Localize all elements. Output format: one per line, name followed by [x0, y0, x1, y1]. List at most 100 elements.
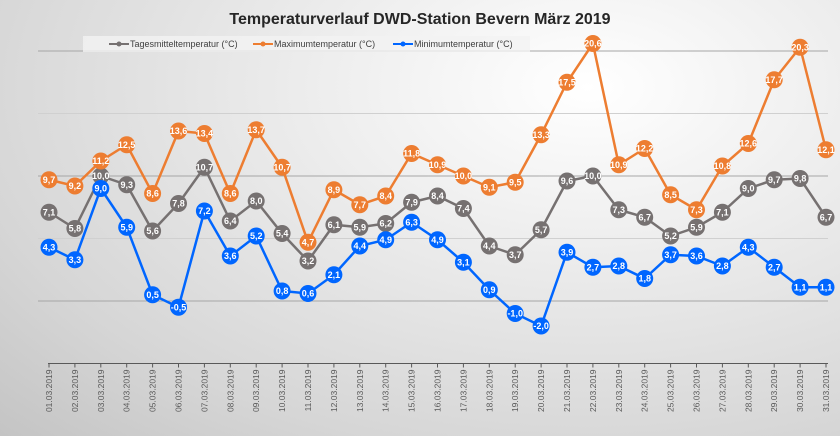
- data-label: 8,6: [224, 189, 237, 199]
- x-tick-label: 22.03.2019: [588, 369, 598, 412]
- x-tick-label: 15.03.2019: [407, 369, 417, 412]
- data-label: 8,4: [379, 191, 392, 201]
- data-label: 3,6: [690, 251, 703, 261]
- data-point: [325, 216, 343, 234]
- legend: Tagesmitteltemperatur (°C) Maximumtempera…: [83, 36, 530, 52]
- data-point: [273, 282, 291, 300]
- data-label: 9,0: [95, 184, 108, 194]
- data-point: [739, 238, 757, 256]
- data-label: 2,7: [587, 262, 600, 272]
- data-point: [532, 126, 550, 144]
- series-0: 7,1 5,8 10,0 9,3 5,6 7,8 10,7 6,4 8,0 5,4 3,2 6,1 5,…: [40, 158, 835, 270]
- data-point: [817, 278, 835, 296]
- data-point: [377, 215, 395, 232]
- data-point: [144, 286, 162, 304]
- data-point: [532, 221, 550, 239]
- x-tick-label: 14.03.2019: [381, 369, 391, 412]
- data-point: [429, 156, 446, 174]
- data-point: [610, 257, 628, 275]
- data-label: 9,5: [509, 177, 522, 187]
- data-label: 8,4: [431, 191, 444, 201]
- data-point: [558, 243, 576, 261]
- x-tick-label: 13.03.2019: [355, 369, 365, 412]
- data-point: [377, 231, 395, 249]
- data-point: [144, 185, 162, 202]
- x-tick-label: 21.03.2019: [562, 369, 572, 412]
- data-label: 4,3: [742, 242, 755, 252]
- data-point: [662, 246, 680, 264]
- data-point: [558, 172, 576, 190]
- data-point: [610, 201, 628, 219]
- data-label: 12,5: [118, 140, 136, 150]
- x-tick-label: 02.03.2019: [70, 369, 80, 412]
- data-point: [195, 202, 213, 220]
- data-label: 7,9: [405, 197, 418, 207]
- data-point: [584, 167, 602, 185]
- data-label: 9,3: [120, 180, 133, 190]
- data-point: [636, 270, 654, 287]
- series-1: 9,7 9,2 11,2 12,5 8,6 13,6 13,4 8,6 13,7 10,7 4,7 8…: [40, 35, 835, 251]
- data-point: [713, 257, 731, 275]
- x-tick-label: 04.03.2019: [122, 369, 132, 412]
- data-point: [429, 187, 446, 205]
- data-label: 13,3: [532, 130, 550, 140]
- x-tick-label: 23.03.2019: [614, 369, 624, 412]
- data-point: [299, 233, 317, 251]
- data-point: [817, 208, 835, 226]
- data-label: 6,4: [224, 216, 237, 226]
- data-point: [765, 258, 783, 276]
- data-label: 20,6: [584, 39, 602, 49]
- data-point: [403, 145, 421, 162]
- data-point: [299, 252, 317, 270]
- data-label: 6,2: [379, 219, 392, 229]
- data-label: 7,4: [457, 204, 470, 214]
- data-label: 17,7: [765, 75, 783, 85]
- data-point: [221, 247, 239, 265]
- x-tick-label: 24.03.2019: [640, 369, 650, 412]
- x-tick-label: 11.03.2019: [303, 369, 313, 411]
- data-label: 9,0: [742, 184, 755, 194]
- data-label: 13,4: [196, 129, 214, 139]
- x-axis: 01.03.2019 02.03.2019 03.03.2019 04.03.2019…: [44, 363, 831, 412]
- data-label: 5,7: [535, 225, 548, 235]
- data-point: [377, 187, 395, 205]
- data-point: [92, 152, 110, 170]
- data-label: 0,5: [146, 290, 159, 300]
- data-point: [403, 213, 421, 231]
- data-point: [118, 136, 136, 154]
- legend-marker: [116, 41, 122, 47]
- data-point: [221, 185, 239, 202]
- data-point: [662, 186, 680, 204]
- x-tick-label: 10.03.2019: [277, 369, 287, 412]
- data-label: 10,0: [455, 171, 473, 181]
- data-label: 4,4: [354, 241, 367, 251]
- data-point: [739, 180, 757, 197]
- data-point: [273, 225, 291, 242]
- data-label: 5,9: [690, 222, 703, 232]
- data-label: 7,8: [172, 199, 185, 209]
- data-point: [454, 253, 472, 271]
- data-label: 20,3: [791, 42, 809, 52]
- data-label: 9,8: [794, 174, 807, 184]
- data-point: [66, 251, 84, 269]
- data-point: [506, 305, 524, 322]
- data-point: [40, 171, 58, 189]
- data-point: [506, 173, 524, 191]
- data-label: 5,2: [664, 231, 677, 241]
- x-tick-label: 03.03.2019: [96, 369, 106, 412]
- data-point: [739, 135, 757, 152]
- x-tick-label: 08.03.2019: [225, 369, 235, 412]
- data-point: [480, 178, 498, 196]
- data-point: [791, 170, 809, 187]
- data-label: 1,1: [820, 282, 833, 292]
- data-point: [636, 208, 654, 226]
- data-label: 12,1: [817, 145, 835, 155]
- legend-marker: [260, 41, 266, 47]
- data-point: [299, 285, 317, 302]
- data-label: 7,1: [716, 207, 729, 217]
- data-point: [247, 121, 265, 139]
- data-point: [40, 203, 58, 221]
- data-point: [765, 71, 783, 89]
- x-tick-label: 29.03.2019: [769, 369, 779, 412]
- data-point: [170, 195, 187, 212]
